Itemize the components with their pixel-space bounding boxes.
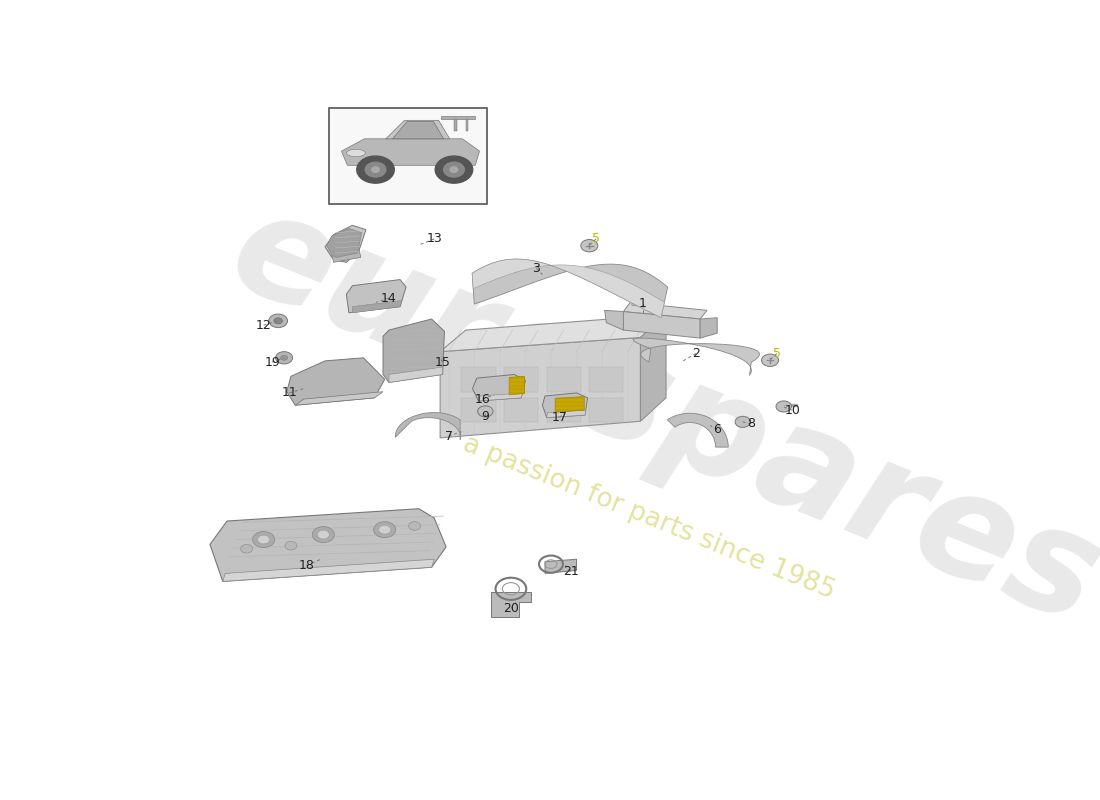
Polygon shape <box>634 338 759 375</box>
Circle shape <box>581 239 598 252</box>
Polygon shape <box>556 397 584 412</box>
Polygon shape <box>544 559 576 574</box>
Text: 15: 15 <box>434 356 451 369</box>
Polygon shape <box>640 314 666 422</box>
Bar <box>462 398 495 422</box>
Polygon shape <box>395 413 461 439</box>
Polygon shape <box>332 250 361 262</box>
Polygon shape <box>389 367 442 382</box>
Text: 9: 9 <box>482 410 490 423</box>
Polygon shape <box>631 299 649 306</box>
Polygon shape <box>327 229 362 258</box>
Circle shape <box>274 318 283 324</box>
Polygon shape <box>624 311 700 338</box>
Text: 3: 3 <box>532 262 540 275</box>
Circle shape <box>253 531 275 547</box>
Bar <box>590 367 624 392</box>
Polygon shape <box>383 319 444 382</box>
Text: 11: 11 <box>282 386 297 399</box>
Polygon shape <box>441 116 475 119</box>
Circle shape <box>257 535 270 544</box>
Polygon shape <box>326 226 366 262</box>
Text: eurospares: eurospares <box>212 178 1100 654</box>
Circle shape <box>312 526 334 542</box>
Polygon shape <box>287 358 385 406</box>
Polygon shape <box>352 301 402 313</box>
Polygon shape <box>222 559 434 582</box>
Polygon shape <box>547 410 586 418</box>
Text: 1: 1 <box>639 297 647 310</box>
Text: 20: 20 <box>503 602 519 615</box>
Circle shape <box>761 354 779 366</box>
Polygon shape <box>440 338 640 438</box>
Polygon shape <box>341 139 480 166</box>
Polygon shape <box>668 414 728 447</box>
Bar <box>590 398 624 422</box>
Circle shape <box>268 314 287 328</box>
Circle shape <box>443 162 464 177</box>
Circle shape <box>241 545 253 553</box>
Bar <box>504 398 538 422</box>
Circle shape <box>408 522 420 530</box>
Bar <box>462 367 495 392</box>
Circle shape <box>374 522 396 538</box>
Circle shape <box>436 156 473 183</box>
Circle shape <box>318 530 329 539</box>
Bar <box>329 108 487 204</box>
Polygon shape <box>393 122 443 139</box>
Polygon shape <box>473 374 526 401</box>
Polygon shape <box>466 119 469 131</box>
Text: 7: 7 <box>444 430 453 442</box>
Circle shape <box>285 542 297 550</box>
Polygon shape <box>454 119 456 131</box>
Polygon shape <box>295 392 383 406</box>
Polygon shape <box>492 592 531 617</box>
Polygon shape <box>440 314 666 352</box>
Text: 21: 21 <box>563 565 579 578</box>
Text: 16: 16 <box>475 393 491 406</box>
Circle shape <box>450 167 458 172</box>
Text: 13: 13 <box>427 233 442 246</box>
Polygon shape <box>386 120 450 139</box>
Polygon shape <box>700 318 717 338</box>
Text: 12: 12 <box>256 318 272 332</box>
Text: 6: 6 <box>713 423 722 436</box>
Polygon shape <box>624 302 707 319</box>
Circle shape <box>365 162 386 177</box>
Circle shape <box>356 156 394 183</box>
Polygon shape <box>509 376 525 394</box>
Text: a passion for parts since 1985: a passion for parts since 1985 <box>459 431 839 605</box>
Text: 18: 18 <box>298 559 315 572</box>
Polygon shape <box>346 279 406 313</box>
Bar <box>547 398 581 422</box>
Polygon shape <box>542 393 587 418</box>
Circle shape <box>735 416 750 427</box>
Polygon shape <box>478 393 522 401</box>
Text: 5: 5 <box>773 347 781 360</box>
Circle shape <box>280 355 287 360</box>
Text: 19: 19 <box>264 356 280 369</box>
Ellipse shape <box>346 150 365 157</box>
Text: 10: 10 <box>784 404 800 417</box>
Text: 2: 2 <box>692 347 700 360</box>
Polygon shape <box>210 509 447 582</box>
Text: 17: 17 <box>551 411 568 424</box>
Polygon shape <box>472 259 668 318</box>
Polygon shape <box>472 259 664 318</box>
Circle shape <box>276 352 293 364</box>
Bar <box>547 367 581 392</box>
Circle shape <box>776 401 791 412</box>
Circle shape <box>372 167 379 172</box>
Text: 14: 14 <box>381 291 397 305</box>
Bar <box>504 367 538 392</box>
Circle shape <box>477 406 493 417</box>
Circle shape <box>378 526 390 534</box>
Text: 8: 8 <box>747 418 756 430</box>
Polygon shape <box>605 310 624 330</box>
Text: 5: 5 <box>592 233 601 246</box>
